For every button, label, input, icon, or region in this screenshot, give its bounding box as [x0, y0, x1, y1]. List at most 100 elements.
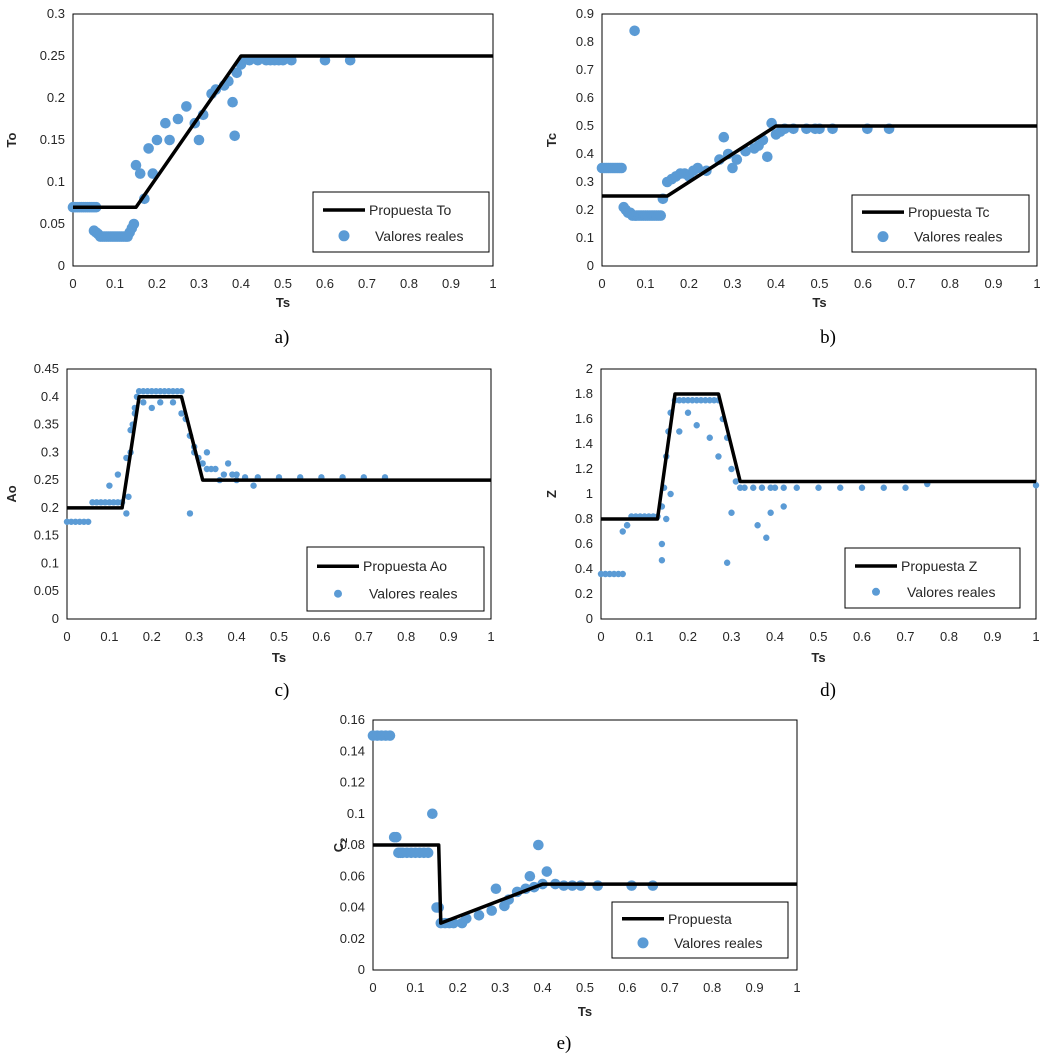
- y-tick-label: 0.35: [34, 417, 59, 432]
- y-tick-label: 0.9: [576, 6, 594, 21]
- y-tick-label: 0: [52, 611, 59, 626]
- data-point: [227, 96, 238, 108]
- x-tick-label: 0.5: [576, 980, 594, 995]
- data-point: [130, 159, 142, 171]
- x-tick-label: 0.2: [148, 276, 166, 291]
- data-point: [723, 559, 731, 566]
- data-point: [384, 730, 396, 741]
- x-tick-label: 0.8: [941, 276, 959, 291]
- data-point: [169, 399, 177, 406]
- y-axis-label-text: To: [4, 132, 19, 147]
- data-point: [157, 399, 164, 406]
- y-tick-label: 0.15: [34, 528, 59, 543]
- y-tick-label: 0.3: [576, 174, 594, 189]
- y-tick-label: 0.08: [340, 837, 365, 852]
- series-valores-reales: [596, 25, 895, 221]
- data-point: [750, 484, 757, 491]
- y-tick-label: 0.4: [575, 561, 593, 576]
- y-tick-label: 0.3: [41, 444, 59, 459]
- data-point: [793, 484, 800, 491]
- x-tick-label: 1: [793, 980, 800, 995]
- legend-label-valores-reales: Valores reales: [914, 229, 1002, 245]
- data-point: [422, 847, 434, 859]
- y-tick-label: 0.1: [41, 555, 59, 570]
- y-tick-label: 0.3: [47, 6, 65, 21]
- x-tick-label: 0.6: [312, 629, 330, 644]
- x-tick-label: 0.2: [449, 980, 467, 995]
- data-point: [731, 154, 743, 165]
- data-point: [229, 130, 240, 142]
- series-line-propuesta: [601, 392, 1036, 521]
- panel-label: e): [557, 1033, 572, 1054]
- data-point: [741, 484, 748, 491]
- panel-label: d): [820, 680, 836, 701]
- legend: Propuesta Z Valores reales: [844, 547, 1021, 609]
- x-axis-label: Ts: [276, 295, 290, 310]
- y-tick-label: 0.25: [34, 472, 59, 487]
- x-tick-label: 0.7: [896, 629, 914, 644]
- data-point: [164, 134, 175, 146]
- data-point: [1032, 482, 1040, 489]
- legend-label-propuesta: Propuesta Tc: [908, 204, 989, 220]
- y-tick-label: 0.1: [576, 230, 594, 245]
- x-tick-label: 0.1: [106, 276, 124, 291]
- y-tick-label: 1.2: [575, 461, 593, 476]
- data-point: [880, 484, 887, 491]
- data-point: [178, 388, 185, 395]
- x-tick-label: 0.4: [232, 276, 250, 291]
- x-tick-label: 0.6: [316, 276, 334, 291]
- y-tick-label: 1: [586, 486, 593, 501]
- x-axis-label: Ts: [812, 295, 826, 310]
- y-tick-label: 1.4: [575, 436, 593, 451]
- y-axis-label-text: Tc: [544, 133, 559, 147]
- y-axis-label-text: Ao: [4, 485, 19, 502]
- data-point: [486, 905, 498, 916]
- legend: Propuesta Tc Valores reales: [851, 194, 1030, 253]
- legend-label-propuesta: Propuesta Z: [901, 558, 978, 574]
- x-tick-label: 0.9: [746, 980, 764, 995]
- legend-label-propuesta: Propuesta: [668, 911, 732, 927]
- y-tick-label: 0.05: [34, 583, 59, 598]
- data-point: [663, 515, 670, 523]
- data-point: [619, 528, 626, 535]
- data-point: [706, 434, 713, 441]
- data-point: [114, 471, 122, 478]
- x-tick-label: 0.5: [274, 276, 292, 291]
- data-point: [220, 471, 228, 478]
- data-point: [181, 101, 192, 112]
- data-point: [858, 484, 866, 491]
- y-tick-label: 0.7: [576, 62, 594, 77]
- legend-label-valores-reales: Valores reales: [907, 584, 995, 600]
- y-tick-label: 1.6: [575, 411, 593, 426]
- y-tick-label: 0.12: [340, 775, 365, 790]
- data-point: [676, 428, 683, 435]
- y-tick-label: 0.6: [575, 536, 593, 551]
- legend-point-swatch: [877, 231, 889, 243]
- legend-label-propuesta: Propuesta To: [369, 202, 451, 218]
- y-tick-label: 0.4: [41, 389, 59, 404]
- y-tick-label: 0: [587, 258, 594, 273]
- data-point: [490, 883, 502, 895]
- x-axis-label: Ts: [272, 650, 286, 665]
- y-tick-label: 0.6: [576, 90, 594, 105]
- legend-box: [306, 546, 485, 612]
- y-tick-label: 0.2: [575, 586, 593, 601]
- x-tick-label: 0.9: [442, 276, 460, 291]
- data-point: [902, 484, 909, 491]
- data-point: [655, 210, 667, 221]
- data-point: [718, 131, 730, 143]
- data-point: [728, 509, 735, 516]
- y-tick-label: 0.8: [576, 34, 594, 49]
- legend-point-swatch: [334, 589, 342, 598]
- legend-box: [844, 547, 1021, 609]
- data-point: [754, 522, 761, 529]
- x-tick-label: 0.8: [397, 629, 415, 644]
- data-point: [212, 465, 219, 473]
- data-point: [758, 484, 766, 491]
- data-point: [134, 168, 146, 179]
- x-tick-label: 0.8: [940, 629, 958, 644]
- data-point: [160, 117, 171, 129]
- x-tick-label: 0.8: [400, 276, 418, 291]
- y-tick-label: 0.1: [347, 806, 365, 821]
